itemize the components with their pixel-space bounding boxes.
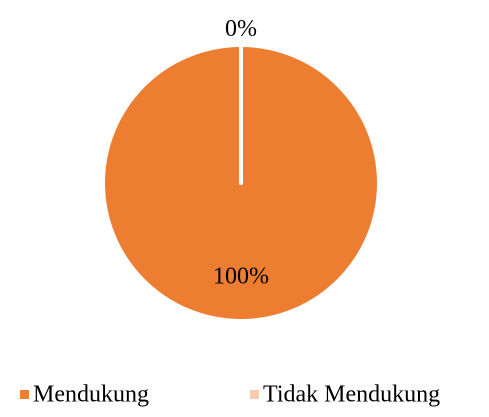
legend-label: Tidak Mendukung [263,382,440,408]
data-label: 100% [213,264,269,290]
legend-swatch [20,390,29,399]
legend-swatch [250,390,259,399]
legend-label: Mendukung [33,382,149,408]
data-label: 0% [225,16,257,42]
